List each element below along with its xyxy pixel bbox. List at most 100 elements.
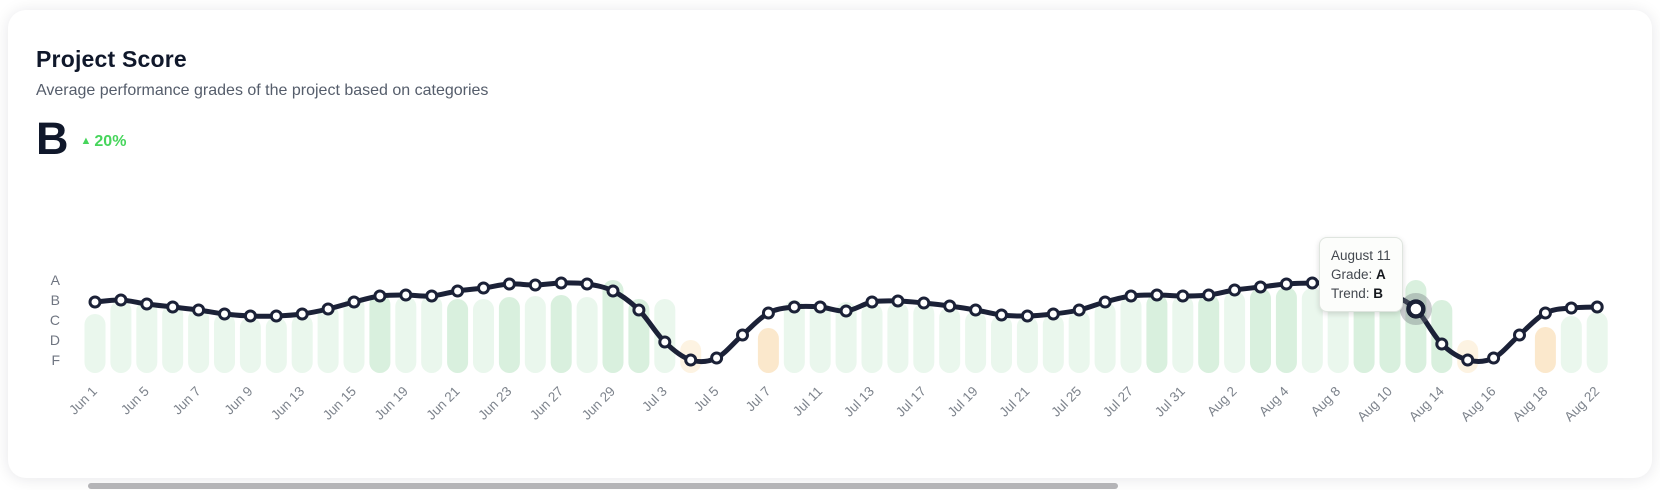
grade-bar[interactable] [110,300,132,373]
grade-bar[interactable] [1146,294,1168,373]
grade-bar[interactable] [991,315,1012,373]
grade-bar[interactable] [1275,287,1297,373]
grade-bar[interactable] [1094,302,1116,373]
grade-bar[interactable] [861,303,883,373]
trend-point[interactable] [1020,309,1034,323]
trend-point[interactable] [1435,337,1449,351]
grade-bar[interactable] [1431,300,1453,373]
grade-bar[interactable] [473,299,494,373]
grade-bar[interactable] [1560,316,1582,373]
grade-bar[interactable] [809,302,831,373]
trend-point[interactable] [839,304,853,318]
trend-point[interactable] [399,288,413,302]
trend-point[interactable] [528,278,542,292]
trend-point[interactable] [1098,295,1112,309]
grade-bar[interactable] [265,317,287,373]
trend-point[interactable] [1202,288,1216,302]
trend-point[interactable] [88,295,102,309]
grade-bar[interactable] [783,300,805,373]
grade-bar[interactable] [1198,294,1220,373]
grade-bar[interactable] [291,314,313,373]
trend-point[interactable] [321,302,335,316]
trend-point[interactable] [787,300,801,314]
grade-bar[interactable] [965,311,987,373]
trend-point[interactable] [1513,328,1526,342]
trend-point[interactable] [295,307,309,321]
trend-point[interactable] [606,284,620,298]
grade-bar[interactable] [1068,310,1090,373]
grade-bar[interactable] [1534,327,1556,373]
trend-point[interactable] [1150,288,1164,302]
trend-point[interactable] [1461,353,1475,367]
trend-point[interactable] [451,284,465,298]
horizontal-scrollbar-thumb[interactable] [88,483,1118,489]
grade-bar[interactable] [887,302,909,373]
trend-point[interactable] [632,303,646,317]
trend-point[interactable] [1176,289,1190,303]
grade-bar[interactable] [317,304,339,373]
trend-point[interactable] [1254,280,1267,294]
trend-point[interactable] [865,295,879,309]
trend-point[interactable] [373,289,387,303]
trend-point[interactable] [580,277,594,291]
grade-bar[interactable] [1301,288,1323,373]
trend-point[interactable] [1228,283,1242,297]
trend-point[interactable] [1590,300,1604,314]
grade-bar[interactable] [576,297,598,373]
trend-point[interactable] [736,328,749,342]
grade-bar[interactable] [524,296,546,373]
trend-point[interactable] [969,303,983,317]
trend-point[interactable] [502,277,516,291]
grade-bar[interactable] [239,317,261,373]
trend-point[interactable] [166,300,180,314]
trend-point[interactable] [347,295,361,309]
trend-point[interactable] [761,306,775,320]
trend-point[interactable] [218,307,231,321]
trend-point[interactable] [710,351,724,365]
grade-bar[interactable] [550,295,572,373]
grade-bar[interactable] [395,296,417,373]
trend-point[interactable] [425,289,439,303]
grade-bar[interactable] [1586,312,1608,373]
grade-bar[interactable] [421,295,443,373]
grade-bar[interactable] [1120,296,1142,373]
trend-point[interactable] [1305,276,1319,290]
trend-point[interactable] [995,308,1008,322]
grade-bar[interactable] [939,307,961,373]
grade-bar[interactable] [447,299,469,373]
grade-bar[interactable] [188,308,210,373]
trend-point[interactable] [917,296,931,310]
grade-bar[interactable] [343,296,365,373]
grade-bar[interactable] [602,280,624,373]
trend-point[interactable] [658,335,672,349]
trend-point[interactable] [943,299,957,313]
grade-bar[interactable] [1224,291,1246,373]
grade-bar[interactable] [214,313,235,373]
grade-bar[interactable] [136,300,158,373]
grade-bar[interactable] [1250,288,1271,373]
trend-point[interactable] [1538,306,1552,320]
trend-point[interactable] [1046,307,1060,321]
trend-point[interactable] [477,281,490,295]
trend-point[interactable] [1072,303,1086,317]
trend-point[interactable] [140,297,154,311]
grade-bar[interactable] [369,294,391,373]
trend-point[interactable] [813,300,827,314]
grade-bar[interactable] [757,328,779,373]
trend-point[interactable] [269,309,283,323]
grade-bar[interactable] [84,314,106,373]
trend-point[interactable] [1487,351,1501,365]
trend-point[interactable] [1564,301,1578,315]
trend-point[interactable] [243,309,257,323]
trend-point[interactable] [1279,277,1293,291]
trend-point[interactable] [192,303,206,317]
grade-bar[interactable] [1172,295,1194,373]
grade-bar[interactable] [913,303,935,373]
trend-point[interactable] [554,276,568,290]
grade-bar[interactable] [1016,316,1038,373]
grade-bar[interactable] [1042,314,1064,373]
trend-point[interactable] [1124,289,1138,303]
trend-point[interactable] [684,353,698,367]
trend-point[interactable] [114,293,128,307]
